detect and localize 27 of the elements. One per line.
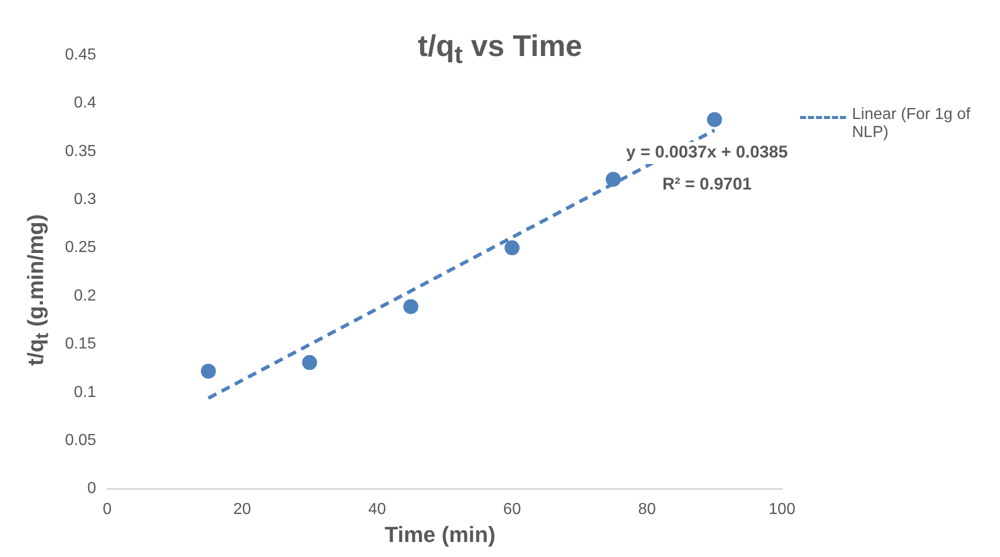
annotation: y = 0.0037x + 0.0385 [626, 142, 788, 162]
point [200, 364, 216, 379]
point [606, 172, 621, 187]
y-tick-label: 0.3 [74, 191, 96, 208]
x-axis-title: Time (min) [384, 522, 496, 548]
x-tick-label: 20 [233, 500, 252, 518]
y-tick-label: 0.05 [65, 432, 96, 450]
y-tick-label: 0.25 [65, 239, 96, 256]
x-tick-label: 60 [503, 500, 522, 518]
y-tick-label: 0.1 [74, 384, 96, 401]
point [504, 240, 520, 256]
x-tick-label: 80 [638, 500, 656, 518]
y-tick-label: 0.4 [74, 94, 96, 112]
x-tick-label: 100 [768, 500, 796, 518]
y-tick-label: 0.45 [65, 46, 96, 64]
point [403, 299, 418, 314]
y-tick-label: 0.15 [65, 336, 96, 353]
y-tick-label: 0.2 [74, 287, 96, 304]
legend-label: Linear (For 1g of NLP) [852, 106, 972, 142]
y-tick-label: 0.35 [65, 142, 96, 160]
point [302, 355, 318, 370]
chart-title: t/q$_{t}$ vs Time [418, 30, 582, 69]
annotation: R² = 0.9701 [662, 174, 752, 194]
point [707, 112, 722, 128]
x-tick-label: 0 [102, 500, 112, 518]
x-tick-label: 40 [368, 500, 386, 518]
y-tick-label: 0 [87, 480, 96, 498]
